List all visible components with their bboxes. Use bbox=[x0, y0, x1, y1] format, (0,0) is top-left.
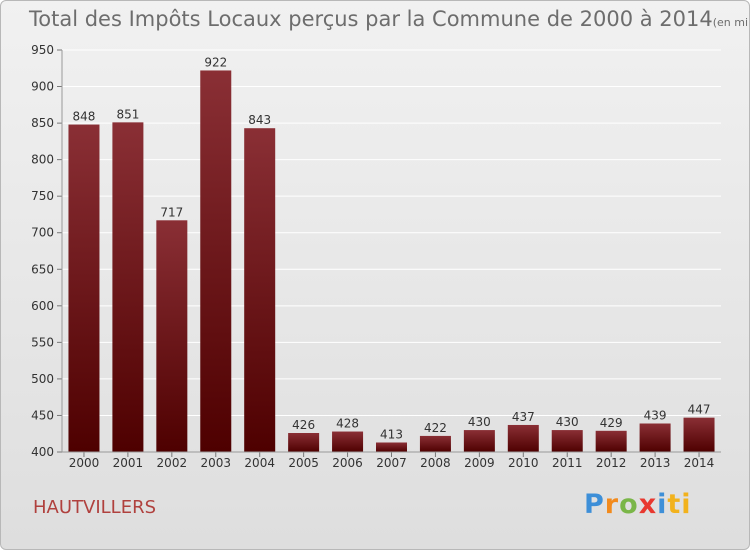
data-label: 717 bbox=[160, 205, 183, 219]
data-label: 437 bbox=[512, 410, 535, 424]
x-tick-label: 2004 bbox=[244, 456, 275, 470]
y-tick-label: 550 bbox=[31, 335, 54, 349]
x-tick-label: 2006 bbox=[332, 456, 363, 470]
logo-letter: o bbox=[619, 489, 639, 520]
bar bbox=[551, 430, 583, 452]
bar bbox=[68, 124, 100, 452]
bar bbox=[244, 128, 276, 452]
y-tick-label: 750 bbox=[31, 189, 54, 203]
y-tick-label: 500 bbox=[31, 372, 54, 386]
data-label: 848 bbox=[73, 110, 96, 124]
y-tick-label: 650 bbox=[31, 262, 54, 276]
data-label: 430 bbox=[468, 415, 491, 429]
bars: 848 851 717 922 843 426 428 413 422 430 437 430 429 4… bbox=[68, 55, 715, 453]
y-tick-label: 450 bbox=[31, 408, 54, 422]
x-tick-label: 2014 bbox=[684, 456, 715, 470]
y-tick-label: 800 bbox=[31, 153, 54, 167]
logo-letter: x bbox=[638, 489, 658, 520]
y-tick-label: 700 bbox=[31, 226, 54, 240]
y-tick-label: 950 bbox=[31, 43, 54, 57]
x-tick-label: 2008 bbox=[420, 456, 451, 470]
data-label: 413 bbox=[380, 427, 403, 441]
bar bbox=[112, 122, 144, 453]
x-tick-label: 2001 bbox=[113, 456, 144, 470]
bar bbox=[156, 220, 188, 452]
bar bbox=[288, 432, 320, 452]
data-label: 426 bbox=[292, 418, 315, 432]
x-tick-label: 2009 bbox=[464, 456, 495, 470]
x-tick-label: 2010 bbox=[508, 456, 539, 470]
x-tick-label: 2000 bbox=[69, 456, 100, 470]
x-tick-label: 2011 bbox=[552, 456, 583, 470]
x-tick-label: 2007 bbox=[376, 456, 407, 470]
data-label: 922 bbox=[204, 55, 227, 69]
x-tick-label: 2002 bbox=[157, 456, 188, 470]
y-tick-label: 600 bbox=[31, 299, 54, 313]
bar bbox=[507, 424, 539, 452]
x-tick-label: 2013 bbox=[640, 456, 671, 470]
x-axis: 2000 2001 2002 2003 2004 2005 2006 2007 2008 2009… bbox=[62, 451, 721, 470]
bar bbox=[595, 430, 627, 452]
bar bbox=[683, 417, 715, 452]
y-tick-label: 900 bbox=[31, 80, 54, 94]
proxiti-logo[interactable]: Proxiti bbox=[584, 489, 692, 520]
data-label: 428 bbox=[336, 417, 359, 431]
data-label: 429 bbox=[600, 416, 623, 430]
y-tick-label: 400 bbox=[31, 445, 54, 459]
bar bbox=[463, 430, 495, 452]
data-label: 422 bbox=[424, 421, 447, 435]
logo-letter: i bbox=[657, 489, 668, 520]
x-tick-label: 2003 bbox=[200, 456, 231, 470]
chart-title-main: Total des Impôts Locaux perçus par la Co… bbox=[29, 7, 713, 31]
data-label: 447 bbox=[688, 403, 711, 417]
logo-letter: ti bbox=[667, 489, 692, 520]
data-label: 851 bbox=[116, 107, 139, 121]
bar bbox=[419, 435, 451, 452]
data-label: 843 bbox=[248, 113, 271, 127]
x-tick-label: 2012 bbox=[596, 456, 627, 470]
y-tick-label: 850 bbox=[31, 116, 54, 130]
data-label: 430 bbox=[556, 415, 579, 429]
bar bbox=[332, 431, 364, 452]
chart-title-unit: (en milliers d'€) bbox=[712, 16, 749, 29]
x-tick-label: 2005 bbox=[288, 456, 319, 470]
bar bbox=[376, 442, 407, 452]
commune-name: HAUTVILLERS bbox=[33, 497, 157, 518]
chart-title: Total des Impôts Locaux perçus par la Co… bbox=[29, 7, 749, 31]
bar bbox=[200, 70, 232, 452]
logo-letter: r bbox=[604, 489, 620, 520]
bar bbox=[639, 423, 671, 452]
data-label: 439 bbox=[644, 408, 667, 422]
y-axis: 400 450 500 550 600 650 700 750 800 850 900 950 bbox=[31, 43, 63, 459]
logo-letter: P bbox=[584, 489, 605, 520]
